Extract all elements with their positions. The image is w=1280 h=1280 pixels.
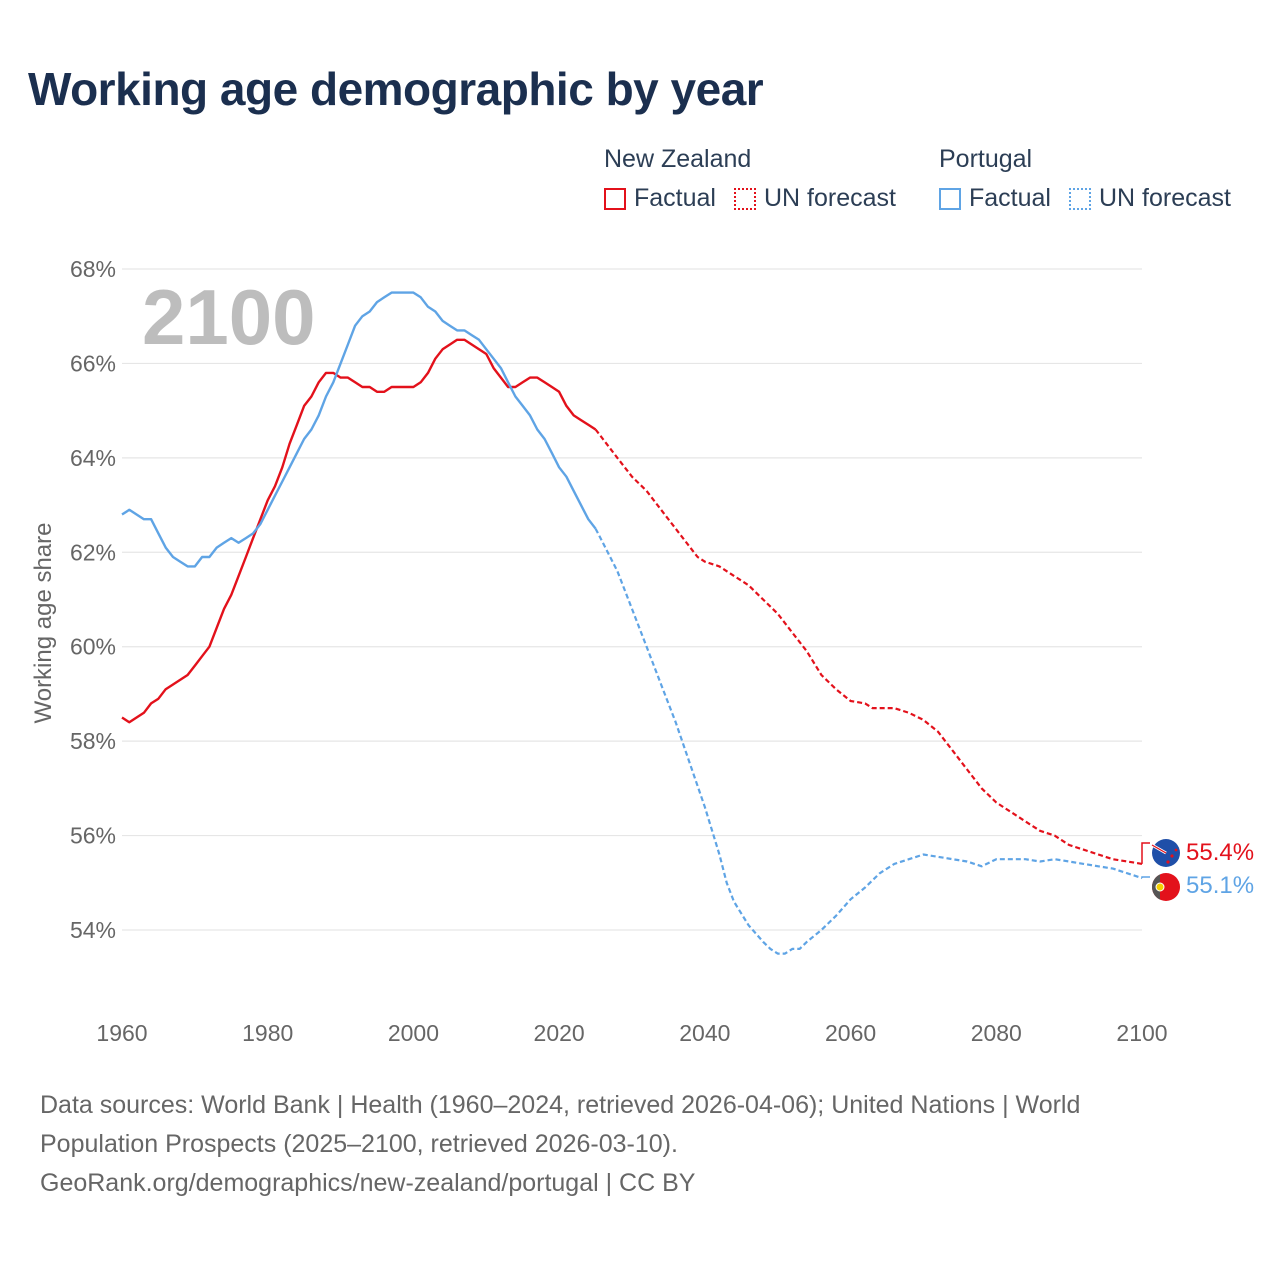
portugal-flag-icon (1152, 873, 1180, 901)
legend-label: UN forecast (763, 184, 896, 212)
x-tick-label: 2060 (825, 1020, 876, 1046)
pt-end-value: 55.1% (1186, 872, 1254, 899)
pt-factual-line[interactable] (121, 291, 597, 568)
pt-end-connector (1141, 876, 1150, 879)
legend-group-name: New Zealand (604, 145, 752, 173)
y-tick-label: 54% (70, 917, 116, 943)
line-chart: 54% 56% 58% 60% 62% 64% 66% 68% 1960 1980 2000 202… (30, 256, 1254, 1046)
legend-portugal: Portugal Factual UN forecast (939, 142, 1231, 213)
y-tick-label: 64% (70, 445, 116, 471)
nz-end-connector (1141, 842, 1150, 864)
nz-factual-line[interactable] (121, 338, 597, 724)
footer-sources: Data sources: World Bank | Health (1960–… (40, 1086, 1240, 1203)
x-tick-label: 2040 (679, 1020, 730, 1046)
nz-forecast-line[interactable] (594, 428, 1143, 865)
legend-item-pt-factual[interactable]: Factual (939, 184, 1051, 213)
legend-new-zealand: New Zealand Factual UN forecast (604, 142, 896, 213)
y-tick-label: 56% (70, 823, 116, 849)
x-tick-label: 2000 (388, 1020, 439, 1046)
y-tick-label: 58% (70, 728, 116, 754)
y-tick-label: 68% (70, 256, 116, 282)
nz-end-value: 55.4% (1186, 839, 1254, 866)
x-tick-label: 2100 (1116, 1020, 1167, 1046)
chart-title: Working age demographic by year (28, 63, 764, 115)
legend-swatch-solid (604, 187, 626, 210)
series-lines (121, 291, 1150, 955)
legend-swatch-solid (939, 187, 961, 210)
new-zealand-flag-icon (1151, 839, 1180, 867)
y-tick-label: 60% (70, 634, 116, 660)
footer-line: Data sources: World Bank | Health (1960–… (40, 1091, 1081, 1119)
legend-label: Factual (969, 184, 1051, 212)
footer-line[interactable]: GeoRank.org/demographics/new-zealand/por… (40, 1169, 696, 1197)
y-tick-label: 66% (70, 350, 116, 376)
y-tick-label: 62% (70, 539, 116, 565)
end-markers (1151, 839, 1180, 901)
x-tick-label: 2020 (534, 1020, 585, 1046)
x-tick-label: 1980 (242, 1020, 293, 1046)
pt-forecast-line[interactable] (594, 528, 1143, 955)
year-display: 2100 (142, 273, 316, 361)
footer-line: Population Prospects (2025–2100, retriev… (40, 1130, 678, 1158)
legend-item-pt-forecast[interactable]: UN forecast (1068, 184, 1231, 213)
gridlines (122, 268, 1142, 931)
y-axis-label: Working age share (30, 523, 57, 724)
legend-item-nz-factual[interactable]: Factual (604, 184, 716, 213)
x-tick-label: 1960 (96, 1020, 147, 1046)
legend-label: Factual (634, 184, 716, 212)
x-tick-label: 2080 (971, 1020, 1022, 1046)
legend-label: UN forecast (1098, 184, 1231, 212)
legend-group-name: Portugal (939, 145, 1033, 173)
x-axis-ticks: 1960 1980 2000 2020 2040 2060 2080 2100 (96, 1020, 1167, 1046)
y-axis-ticks: 54% 56% 58% 60% 62% 64% 66% 68% (70, 256, 116, 943)
legend-swatch-dotted (1068, 187, 1091, 210)
legend-swatch-dotted (733, 187, 756, 210)
legend-item-nz-forecast[interactable]: UN forecast (733, 184, 896, 213)
